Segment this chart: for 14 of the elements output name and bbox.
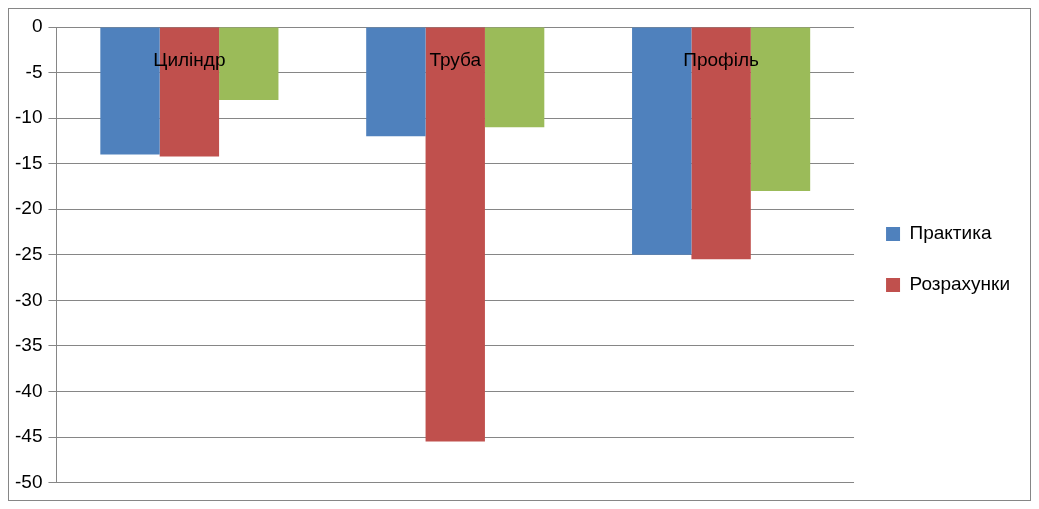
y-tick-label: -35	[14, 334, 43, 356]
y-tick-label: 0	[31, 15, 43, 37]
y-tick-label: -20	[14, 197, 43, 219]
legend-label: Практика	[909, 222, 992, 244]
y-tick-label: -50	[14, 470, 43, 492]
y-tick-label: -30	[14, 288, 43, 310]
y-tick-label: -5	[25, 60, 43, 82]
y-tick-label: -45	[14, 425, 43, 447]
x-tick-label: Труба	[429, 48, 482, 70]
y-tick-label: -25	[14, 243, 43, 265]
y-tick-label: -10	[14, 106, 43, 128]
y-tick-label: -40	[14, 379, 43, 401]
legend-label: Розрахунки	[909, 273, 1011, 295]
y-tick-label: -15	[14, 151, 43, 173]
